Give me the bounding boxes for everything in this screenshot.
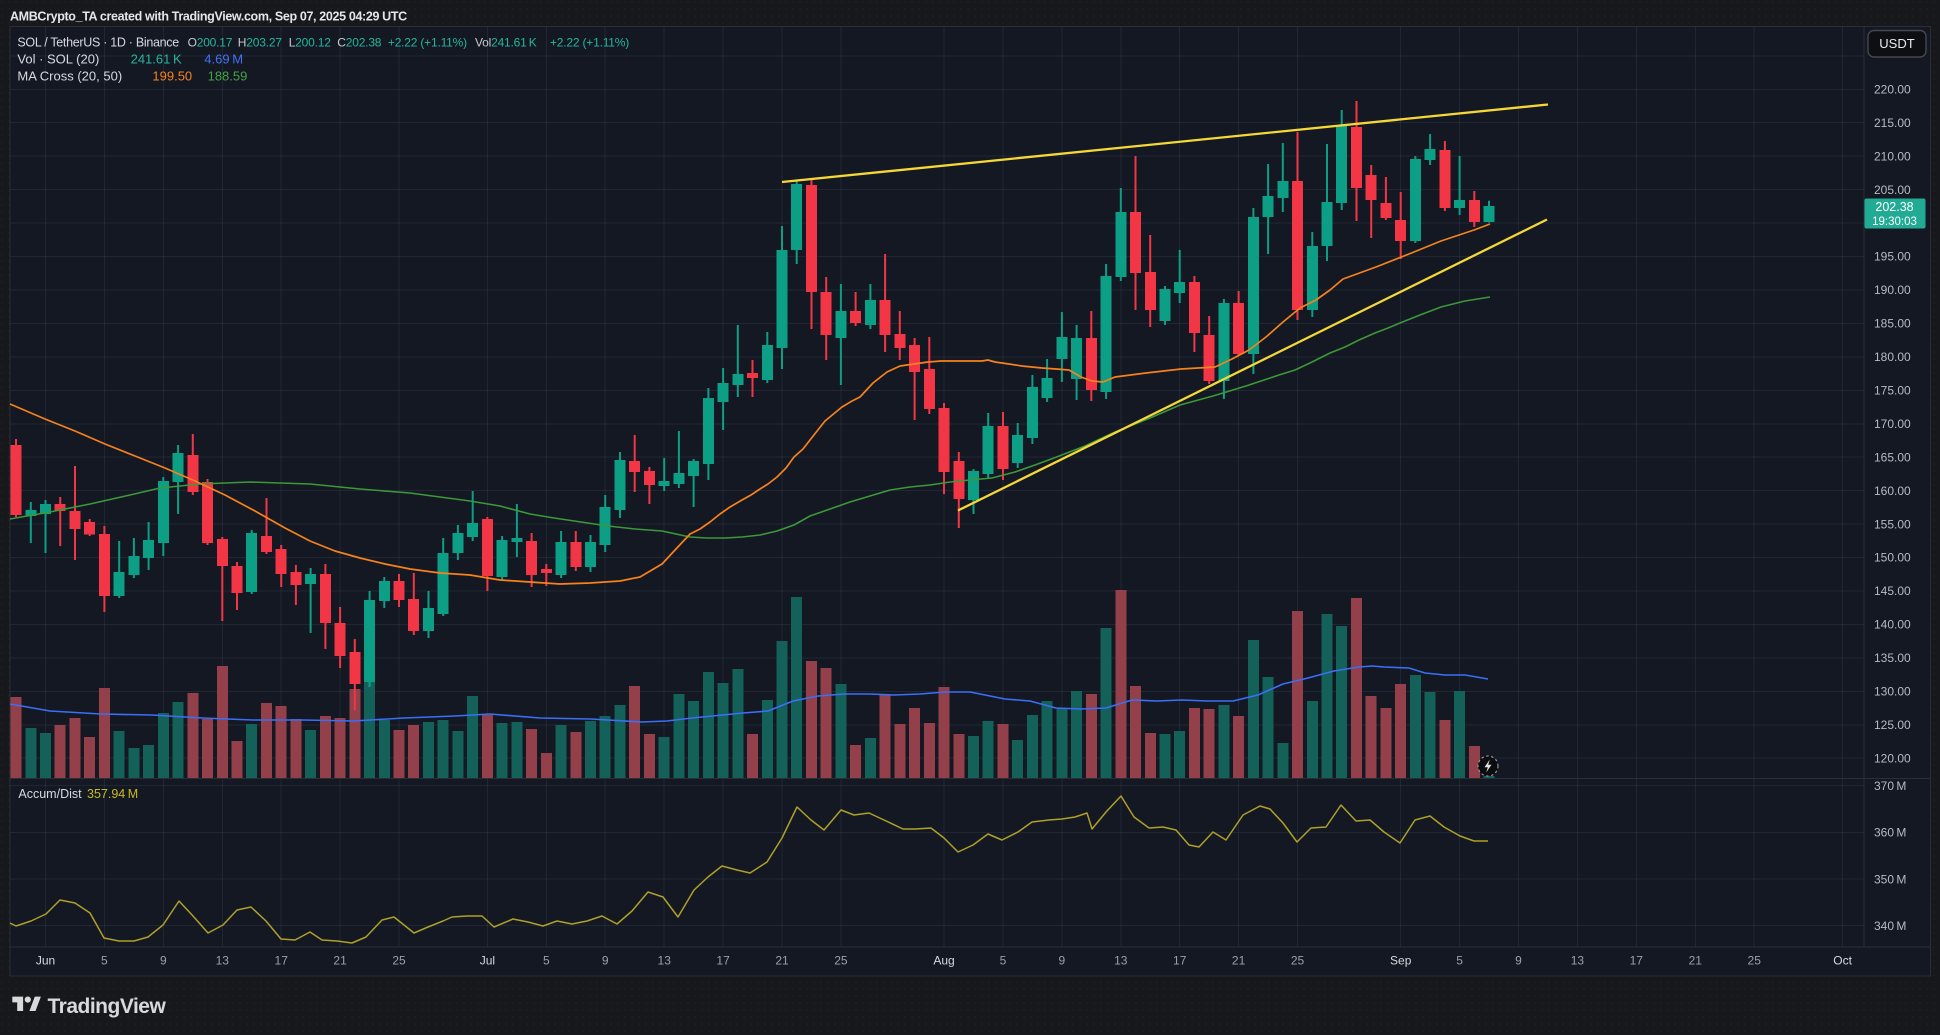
svg-text:357.94 M: 357.94 M — [87, 787, 138, 801]
svg-text:13: 13 — [1114, 954, 1128, 968]
svg-text:5: 5 — [1456, 954, 1463, 968]
svg-text:180.00: 180.00 — [1874, 350, 1911, 364]
svg-text:C202.38: C202.38 — [337, 35, 381, 49]
svg-text:21: 21 — [333, 954, 347, 968]
svg-text:4.69 M: 4.69 M — [204, 52, 243, 67]
svg-text:9: 9 — [1515, 954, 1522, 968]
svg-text:155.00: 155.00 — [1874, 517, 1911, 531]
svg-text:160.00: 160.00 — [1874, 484, 1911, 498]
svg-text:125.00: 125.00 — [1874, 718, 1911, 732]
svg-text:AMBCrypto_TA created with Trad: AMBCrypto_TA created with TradingView.co… — [10, 10, 407, 24]
svg-text:130.00: 130.00 — [1874, 685, 1911, 699]
svg-text:25: 25 — [1291, 954, 1305, 968]
svg-text:17: 17 — [1630, 954, 1644, 968]
svg-text:170.00: 170.00 — [1874, 417, 1911, 431]
svg-text:370 M: 370 M — [1874, 779, 1906, 793]
svg-text:+2.22 (+1.11%): +2.22 (+1.11%) — [550, 35, 629, 49]
svg-text:140.00: 140.00 — [1874, 618, 1911, 632]
svg-text:O200.17: O200.17 — [188, 35, 233, 49]
svg-text:9: 9 — [602, 954, 609, 968]
svg-text:190.00: 190.00 — [1874, 283, 1911, 297]
svg-text:Vol241.61 K: Vol241.61 K — [475, 35, 537, 49]
svg-text:SOL / TetherUS · 1D · Binance: SOL / TetherUS · 1D · Binance — [17, 35, 179, 49]
svg-text:Sep: Sep — [1390, 954, 1412, 968]
svg-text:USDT: USDT — [1879, 36, 1914, 51]
svg-text:MA Cross (20, 50): MA Cross (20, 50) — [17, 69, 122, 84]
svg-text:25: 25 — [834, 954, 848, 968]
svg-text:Jun: Jun — [36, 954, 55, 968]
svg-text:5: 5 — [1000, 954, 1007, 968]
svg-text:Vol · SOL (20): Vol · SOL (20) — [17, 52, 99, 67]
svg-text:135.00: 135.00 — [1874, 651, 1911, 665]
svg-text:9: 9 — [1059, 954, 1066, 968]
svg-text:13: 13 — [216, 954, 230, 968]
svg-text:220.00: 220.00 — [1874, 83, 1911, 97]
svg-text:340 M: 340 M — [1874, 919, 1906, 933]
svg-text:17: 17 — [716, 954, 730, 968]
svg-text:TradingView: TradingView — [48, 995, 167, 1018]
svg-text:H203.27: H203.27 — [238, 35, 282, 49]
svg-text:5: 5 — [543, 954, 550, 968]
svg-text:185.00: 185.00 — [1874, 317, 1911, 331]
svg-text:360 M: 360 M — [1874, 826, 1906, 840]
svg-text:Oct: Oct — [1833, 954, 1852, 968]
svg-text:202.38: 202.38 — [1875, 200, 1913, 214]
svg-text:19:30:03: 19:30:03 — [1872, 216, 1917, 228]
svg-text:5: 5 — [101, 954, 108, 968]
svg-text:25: 25 — [392, 954, 406, 968]
svg-text:195.00: 195.00 — [1874, 250, 1911, 264]
svg-text:205.00: 205.00 — [1874, 183, 1911, 197]
svg-text:Accum/Dist: Accum/Dist — [18, 787, 82, 801]
svg-text:Aug: Aug — [933, 954, 954, 968]
svg-text:17: 17 — [275, 954, 289, 968]
svg-text:150.00: 150.00 — [1874, 551, 1911, 565]
svg-text:215.00: 215.00 — [1874, 116, 1911, 130]
svg-text:9: 9 — [160, 954, 167, 968]
svg-text:17: 17 — [1173, 954, 1187, 968]
svg-text:145.00: 145.00 — [1874, 584, 1911, 598]
svg-text:165.00: 165.00 — [1874, 450, 1911, 464]
svg-text:120.00: 120.00 — [1874, 751, 1911, 765]
svg-text:13: 13 — [658, 954, 672, 968]
svg-text:L200.12: L200.12 — [289, 35, 332, 49]
svg-text:188.59: 188.59 — [208, 69, 248, 84]
svg-text:21: 21 — [775, 954, 789, 968]
svg-text:Jul: Jul — [480, 954, 495, 968]
svg-text:210.00: 210.00 — [1874, 149, 1911, 163]
svg-text:21: 21 — [1232, 954, 1246, 968]
svg-text:21: 21 — [1689, 954, 1703, 968]
svg-text:175.00: 175.00 — [1874, 384, 1911, 398]
svg-text:199.50: 199.50 — [152, 69, 192, 84]
svg-text:241.61 K: 241.61 K — [131, 52, 182, 67]
svg-text:350 M: 350 M — [1874, 872, 1906, 886]
svg-text:25: 25 — [1748, 954, 1762, 968]
svg-text:+2.22 (+1.11%): +2.22 (+1.11%) — [388, 35, 467, 49]
svg-text:13: 13 — [1571, 954, 1585, 968]
